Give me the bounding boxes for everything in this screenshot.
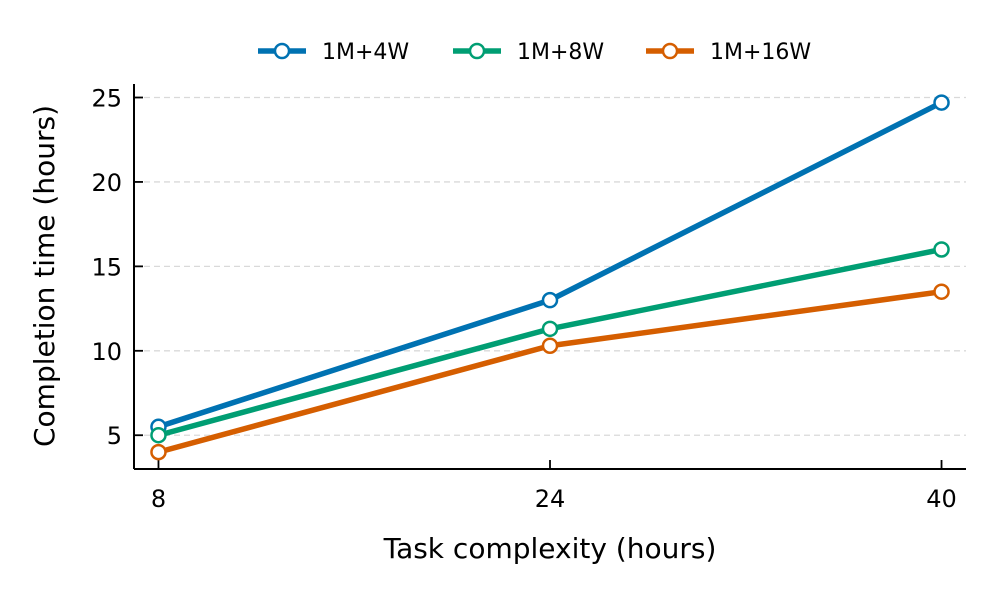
x-tick-label: 24: [535, 485, 566, 513]
legend-label: 1M+16W: [710, 40, 811, 65]
data-point: [933, 94, 950, 111]
legend-swatch-marker: [468, 42, 486, 60]
data-point: [541, 320, 559, 338]
legend-label: 1M+8W: [517, 40, 604, 65]
series-line: [155, 288, 945, 455]
y-tick-label: 25: [91, 85, 122, 113]
y-tick-label: 15: [91, 253, 122, 281]
series: [150, 94, 950, 461]
x-axis-title: Task complexity (hours): [383, 532, 717, 565]
data-point: [150, 426, 167, 444]
data-point: [933, 241, 950, 258]
legend-swatch-marker: [273, 42, 291, 60]
data-point: [150, 443, 167, 461]
y-tick-label: 10: [91, 338, 122, 366]
axes: [133, 84, 966, 470]
legend-swatch-marker: [661, 42, 679, 60]
data-point: [541, 337, 559, 354]
series-line: [155, 99, 945, 430]
x-tick-label: 40: [926, 485, 957, 513]
gridlines: [134, 96, 966, 436]
data-point: [933, 283, 950, 300]
legend: 1M+4W 1M+8W 1M+16W: [258, 40, 811, 65]
y-tick-label: 5: [107, 422, 122, 450]
x-tick-label: 8: [151, 485, 166, 513]
data-point: [541, 291, 559, 309]
legend-label: 1M+4W: [322, 40, 409, 65]
y-axis-title: Completion time (hours): [28, 105, 61, 447]
ticks: 5 10 15 20 25 8 24 40: [91, 85, 956, 513]
y-tick-label: 20: [91, 169, 122, 197]
